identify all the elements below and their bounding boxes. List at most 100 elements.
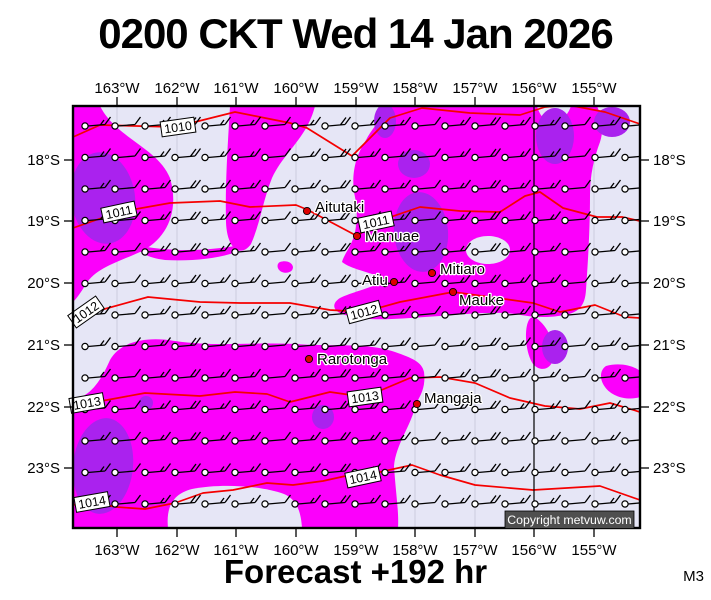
- wind-barb-station: [291, 279, 299, 288]
- wind-barb: [501, 337, 532, 351]
- wind-barb-station: [201, 311, 209, 319]
- wind-barb: [381, 463, 412, 477]
- wind-barb-station: [171, 216, 179, 225]
- wind-barb-station: [411, 216, 419, 225]
- wind-barb-station: [321, 405, 329, 414]
- wind-barb-station: [321, 500, 329, 508]
- wind-barb-feathers: [177, 431, 202, 442]
- wind-barb-feathers: [537, 431, 562, 442]
- wind-barb: [381, 274, 412, 288]
- wind-barb: [81, 274, 112, 288]
- isobar-value: 1012: [349, 302, 380, 323]
- wind-barb: [201, 400, 232, 414]
- wind-barb-station: [381, 185, 389, 193]
- wind-barb-station: [501, 374, 509, 382]
- wind-barb-feathers: [417, 463, 442, 474]
- wind-barb: [441, 431, 472, 445]
- wind-barb: [171, 431, 202, 445]
- wind-barb: [231, 274, 262, 288]
- wind-barb-station: [351, 216, 359, 225]
- wind-barb: [441, 494, 472, 508]
- wind-barb: [141, 179, 172, 193]
- wind-barb-station: [501, 437, 509, 445]
- wind-barb-station: [231, 500, 239, 508]
- wind-barb-feathers: [237, 148, 262, 159]
- wind-barb: [441, 116, 472, 130]
- wind-barb-station: [321, 216, 329, 225]
- wind-barb: [411, 274, 442, 288]
- wind-barb-station: [141, 405, 149, 414]
- wind-barb-feathers: [87, 463, 112, 474]
- wind-barb-feathers: [387, 368, 412, 379]
- wind-barb-feathers: [207, 400, 232, 411]
- wind-barb-feathers: [177, 148, 202, 159]
- wind-barb: [501, 148, 532, 162]
- wind-barb: [471, 116, 502, 130]
- isobar-line: [73, 464, 640, 510]
- isobar-value: 1014: [77, 493, 107, 512]
- wind-barb-station: [561, 342, 569, 351]
- wind-barb-station: [531, 153, 539, 162]
- wind-barb: [261, 400, 292, 414]
- wind-barb-feathers: [327, 179, 352, 190]
- wind-barb: [291, 494, 322, 508]
- wind-barb-station: [111, 122, 119, 130]
- wind-barb-feathers: [267, 463, 292, 474]
- wind-barb: [591, 179, 622, 193]
- wind-barb: [261, 242, 292, 256]
- wind-barb: [621, 216, 640, 225]
- isobar-line: [73, 291, 640, 319]
- wind-barb-feathers: [627, 344, 640, 348]
- wind-barb-feathers: [567, 337, 592, 348]
- wind-barb: [591, 148, 622, 162]
- wind-barb-feathers: [207, 274, 232, 285]
- wind-barb-feathers: [87, 274, 112, 285]
- wind-barb-station: [231, 248, 239, 256]
- wind-barb: [171, 368, 202, 382]
- wind-barb-station: [141, 122, 149, 130]
- wind-barb-station: [261, 153, 269, 162]
- place-dot: [412, 399, 422, 409]
- wind-barb-feathers: [207, 148, 232, 159]
- lon-label-bottom: 156°W: [511, 542, 557, 559]
- wind-barb-station: [351, 279, 359, 288]
- wind-barb-feathers: [507, 179, 532, 190]
- rain-area-light: [225, 106, 315, 251]
- wind-barb: [561, 242, 592, 256]
- wind-barb-feathers: [237, 242, 262, 253]
- wind-barb-station: [81, 216, 89, 225]
- wind-barb-station: [201, 279, 209, 288]
- wind-barb-station: [501, 468, 509, 477]
- wind-barb-feathers: [477, 274, 502, 285]
- place-marker: Mauke: [448, 287, 505, 310]
- wind-barb-feathers: [387, 337, 412, 348]
- wind-barb-station: [531, 468, 539, 477]
- wind-barb-station: [141, 500, 149, 508]
- wind-barb-station: [351, 405, 359, 414]
- wind-barb: [141, 305, 172, 319]
- wind-barb: [201, 463, 232, 477]
- isobar-value: 1013: [72, 394, 102, 413]
- wind-barb: [141, 242, 172, 256]
- wind-barb-feathers: [117, 179, 142, 190]
- wind-barb-station: [561, 216, 569, 225]
- wind-barb-feathers: [567, 305, 592, 316]
- wind-barb-feathers: [237, 305, 262, 316]
- wind-barb: [381, 431, 412, 445]
- wind-barb: [261, 431, 292, 445]
- isobar-label: 1013: [68, 392, 106, 414]
- wind-barb-station: [591, 342, 599, 351]
- wind-barb-feathers: [297, 179, 322, 190]
- wind-barb-feathers: [87, 116, 112, 127]
- wind-barb-feathers: [297, 494, 322, 505]
- wind-barb-feathers: [357, 116, 382, 127]
- wind-barb-station: [441, 153, 449, 162]
- wind-barb-station: [111, 500, 119, 508]
- wind-barb-feathers: [537, 179, 562, 190]
- isobar-value: 1013: [350, 389, 380, 407]
- rain-area-light: [73, 339, 425, 528]
- wind-barb: [441, 305, 472, 319]
- wind-barb-feathers: [447, 274, 472, 285]
- wind-barb-feathers: [417, 148, 442, 159]
- lon-label-bottom: 163°W: [94, 542, 140, 559]
